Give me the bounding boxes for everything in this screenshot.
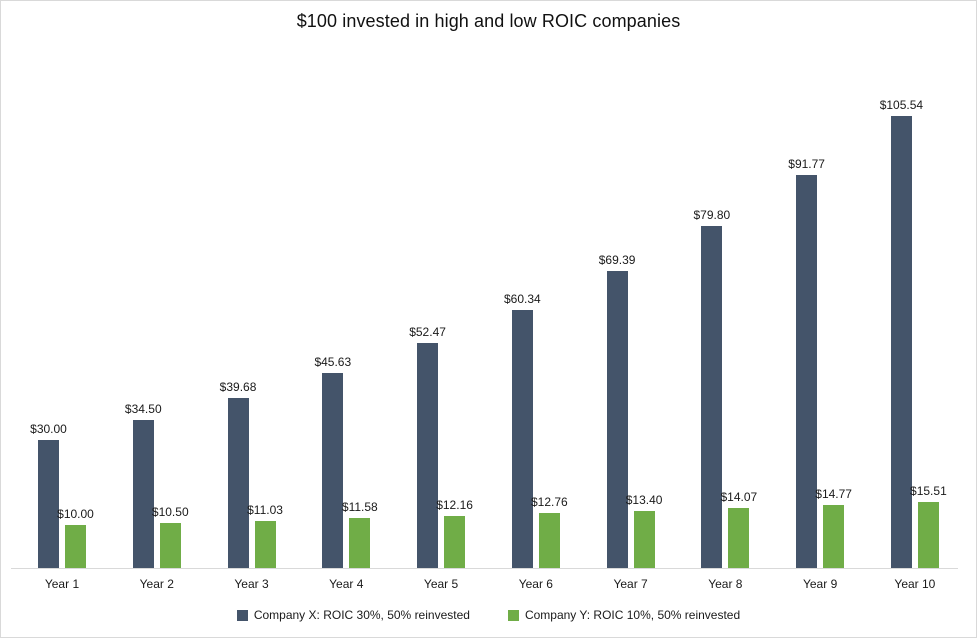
bar-group-year-2: $34.50 $10.50 — [125, 402, 189, 568]
data-label-company-y-year-9: $14.77 — [815, 486, 852, 501]
data-label-company-x-year-2: $34.50 — [124, 402, 162, 417]
data-label-company-y-year-10: $15.51 — [910, 483, 947, 498]
x-axis-label-year-9: Year 9 — [802, 577, 838, 591]
bar-group-year-6: $60.34 $12.76 — [504, 292, 568, 568]
x-axis-labels: Year 1 Year 2 Year 3 Year 4 Year 5 Year 6 Year… — [38, 577, 939, 591]
bar-group-year-9: $91.77 $14.77 — [788, 157, 852, 568]
x-axis-label-year-7: Year 7 — [613, 577, 648, 591]
legend-label-company-y: Company Y: ROIC 10%, 50% reinvested — [524, 608, 741, 622]
legend-marker-company-y — [507, 609, 519, 621]
data-label-company-x-year-6: $60.34 — [503, 291, 541, 306]
bar-company-x-year-2[interactable]: $34.50 — [125, 402, 162, 568]
legend-item-company-y[interactable]: Company Y: ROIC 10%, 50% reinvested — [507, 608, 741, 622]
bar-group-year-3: $39.68 $11.03 — [220, 380, 283, 568]
bar-company-y-year-4[interactable]: $11.58 — [342, 500, 378, 568]
chart-title[interactable]: $100 invested in high and low ROIC compa… — [296, 11, 681, 31]
bar-company-y-year-8[interactable]: $14.07 — [721, 490, 757, 568]
data-label-company-x-year-5: $52.47 — [409, 325, 446, 340]
bar-group-year-7: $69.39 $13.40 — [599, 253, 662, 568]
bar-company-x-year-5[interactable]: $52.47 — [409, 325, 446, 568]
data-label-company-y-year-1: $10.00 — [57, 507, 94, 522]
bar-company-x-year-7[interactable]: $69.39 — [599, 253, 635, 568]
data-label-company-x-year-1: $30.00 — [30, 421, 67, 436]
bar-company-x-year-10[interactable]: $105.54 — [880, 98, 923, 568]
legend-marker-company-x — [236, 609, 248, 621]
data-label-company-x-year-4: $45.63 — [314, 354, 352, 369]
bar-company-y-year-10[interactable]: $15.51 — [910, 484, 947, 568]
bar-company-x-year-3[interactable]: $39.68 — [220, 380, 256, 568]
legend: Company X: ROIC 30%, 50% reinvested Compa… — [1, 608, 976, 622]
data-label-company-y-year-4: $11.58 — [341, 500, 378, 515]
bar-company-y-year-7[interactable]: $13.40 — [626, 493, 662, 568]
bar-company-y-year-3[interactable]: $11.03 — [247, 503, 283, 568]
data-label-company-y-year-3: $11.03 — [247, 502, 283, 517]
bar-group-year-5: $52.47 $12.16 — [409, 325, 473, 568]
bar-group-year-8: $79.80 $14.07 — [694, 208, 757, 568]
x-axis-label-year-4: Year 4 — [329, 577, 364, 591]
bar-group-year-1: $30.00 $10.00 — [30, 422, 94, 568]
data-label-company-x-year-9: $91.77 — [788, 157, 825, 171]
x-axis-label-year-6: Year 6 — [518, 577, 553, 591]
bar-company-y-year-5[interactable]: $12.16 — [436, 498, 473, 568]
data-label-company-y-year-7: $13.40 — [625, 492, 663, 507]
x-axis-label-year-3: Year 3 — [234, 577, 269, 591]
x-axis-label-year-10: Year 10 — [894, 577, 936, 591]
bar-group-year-10: $105.54 $15.51 — [880, 98, 947, 568]
x-axis-label-year-8: Year 8 — [708, 577, 743, 591]
legend-item-company-x[interactable]: Company X: ROIC 30%, 50% reinvested — [236, 608, 470, 622]
data-label-company-x-year-3: $39.68 — [219, 380, 257, 395]
data-label-company-x-year-8: $79.80 — [693, 208, 731, 223]
data-label-company-y-year-2: $10.50 — [151, 505, 189, 519]
bar-company-x-year-4[interactable]: $45.63 — [314, 355, 351, 568]
plot-area: $30.00 $10.00 $34.50 $10.50 $39.68 $11.03 $45.… — [30, 98, 947, 568]
x-axis-line — [11, 568, 958, 569]
legend-label-company-x: Company X: ROIC 30%, 50% reinvested — [253, 608, 470, 622]
data-label-company-y-year-6: $12.76 — [530, 495, 568, 510]
bar-company-x-year-8[interactable]: $79.80 — [694, 208, 730, 568]
bar-company-y-year-1[interactable]: $10.00 — [57, 507, 94, 568]
bar-company-y-year-6[interactable]: $12.76 — [531, 495, 568, 568]
bar-group-year-4: $45.63 $11.58 — [314, 355, 378, 568]
x-axis-label-year-5: Year 5 — [423, 577, 459, 591]
bar-company-y-year-9[interactable]: $14.77 — [815, 487, 852, 568]
bar-company-x-year-6[interactable]: $60.34 — [504, 292, 541, 568]
bar-company-y-year-2[interactable]: $10.50 — [152, 505, 189, 568]
x-axis-label-year-2: Year 2 — [139, 577, 174, 591]
x-axis-label-year-1: Year 1 — [44, 577, 80, 591]
data-label-company-y-year-5: $12.16 — [436, 497, 473, 512]
data-label-company-y-year-8: $14.07 — [720, 489, 758, 504]
bar-company-x-year-9[interactable]: $91.77 — [788, 157, 825, 568]
data-label-company-x-year-7: $69.39 — [598, 252, 636, 267]
data-label-company-x-year-10: $105.54 — [879, 98, 924, 112]
bar-company-x-year-1[interactable]: $30.00 — [30, 422, 67, 568]
